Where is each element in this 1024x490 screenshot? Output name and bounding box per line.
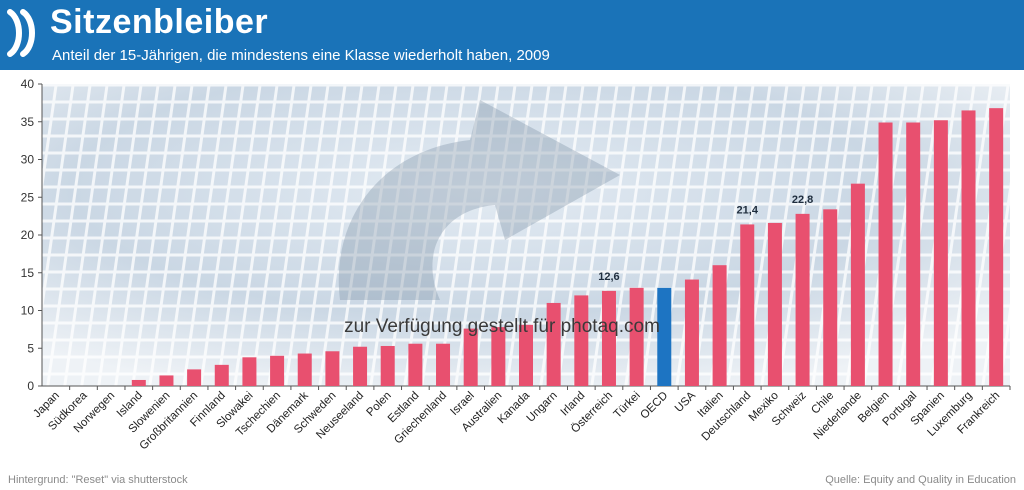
bar [242, 357, 257, 386]
bar [408, 343, 423, 386]
bar [436, 343, 451, 386]
bar [574, 295, 589, 386]
y-tick-label: 0 [27, 379, 34, 393]
bar [519, 324, 533, 386]
bar [159, 375, 174, 386]
bar [380, 345, 395, 386]
bar [270, 355, 285, 386]
bar [463, 328, 478, 386]
plot-background [42, 84, 1010, 386]
header-banner: Sitzenbleiber Anteil der 15-Jährigen, di… [0, 0, 1024, 70]
page-title: Sitzenbleiber [50, 3, 269, 41]
bar [214, 364, 229, 386]
data-label: 12,6 [598, 271, 619, 283]
bar [906, 122, 921, 386]
bar [491, 327, 506, 386]
bar [325, 351, 340, 386]
bar [131, 379, 146, 386]
source-note: Quelle: Equity and Quality in Education [825, 474, 1016, 486]
y-tick-label: 40 [21, 77, 35, 91]
y-tick-label: 35 [21, 115, 35, 129]
bar [961, 110, 976, 387]
bar [187, 369, 202, 386]
bar [850, 183, 865, 386]
y-tick-label: 30 [21, 153, 35, 167]
data-label: 21,4 [737, 204, 759, 216]
x-tick-label: Ungarn [525, 390, 560, 425]
x-tick-label: Kanada [496, 389, 533, 426]
bar [795, 213, 810, 386]
bar [989, 108, 1004, 386]
bar [629, 287, 644, 386]
bar [657, 287, 672, 386]
y-tick-label: 5 [27, 341, 34, 355]
y-tick-label: 15 [21, 266, 35, 280]
data-label: 22,8 [792, 194, 813, 206]
bar-chart: 0510152025303540JapanSüdkoreaNorwegenIsl… [21, 77, 1011, 452]
oecd-logo-icon [7, 9, 35, 57]
bar [767, 222, 782, 386]
x-tick-label: OECD [638, 390, 670, 422]
x-tick-label: Deutschland [700, 390, 754, 444]
bar [684, 279, 699, 386]
watermark-text: zur Verfügung gestellt für photaq.com [344, 316, 660, 337]
bar [712, 265, 727, 386]
bar [601, 290, 616, 386]
y-tick-label: 20 [21, 228, 35, 242]
bar [353, 346, 368, 386]
page-subtitle: Anteil der 15-Jährigen, die mindestens e… [52, 47, 550, 64]
y-tick-label: 25 [21, 190, 35, 204]
bar [546, 302, 561, 386]
bar [297, 353, 312, 386]
bar [933, 120, 948, 387]
image-credit: Hintergrund: "Reset" via shutterstock [8, 474, 188, 486]
x-tick-label: Türkei [612, 390, 643, 421]
bar [740, 224, 755, 386]
bar [878, 122, 893, 386]
y-tick-label: 10 [21, 304, 35, 318]
bar [823, 209, 838, 386]
